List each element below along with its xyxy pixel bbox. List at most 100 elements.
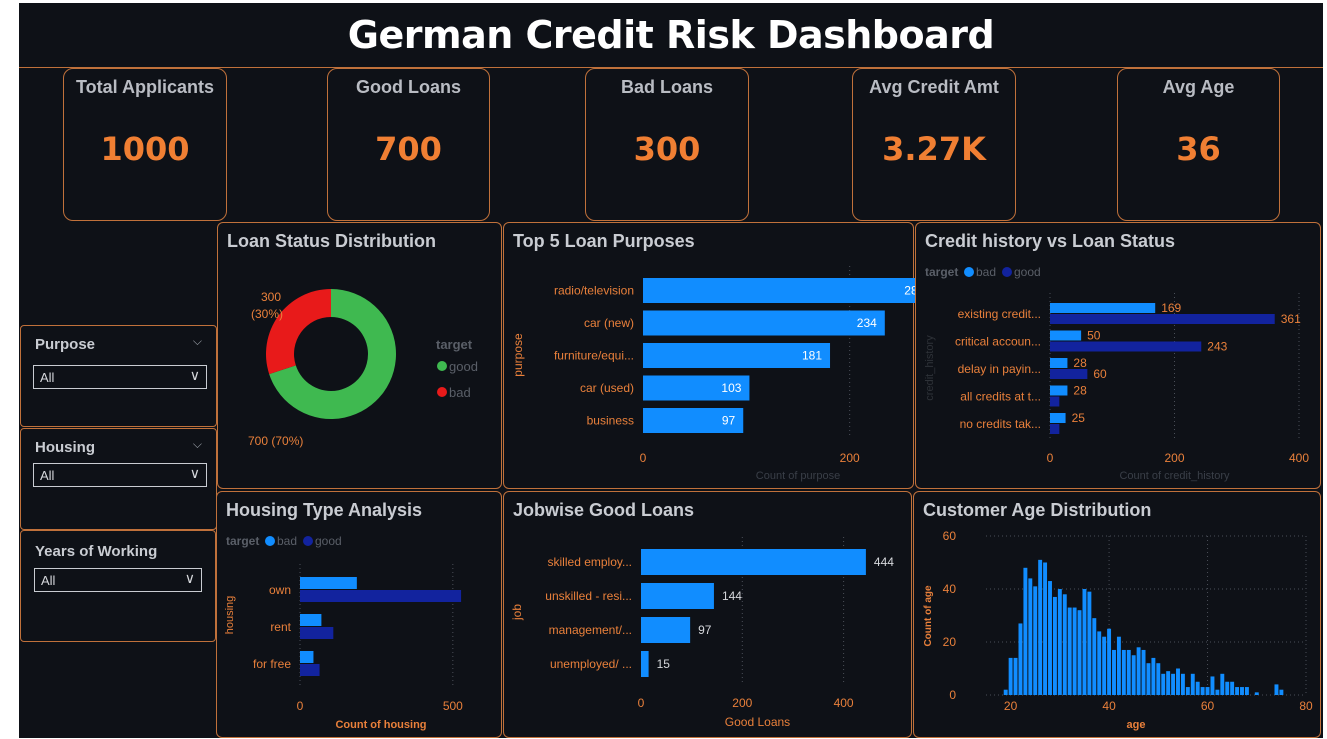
- chevron-down-icon[interactable]: ⌵: [192, 437, 202, 451]
- bar: [1067, 607, 1072, 695]
- bar: [1112, 649, 1116, 695]
- bar: [1102, 636, 1107, 695]
- panel-title: Housing Type Analysis: [226, 500, 423, 520]
- bar: [1146, 663, 1151, 695]
- legend-label: good: [1014, 265, 1041, 279]
- bar: [1141, 649, 1146, 695]
- panel-title: Credit history vs Loan Status: [925, 231, 1176, 251]
- bar: [1023, 567, 1028, 695]
- data-label: 300: [261, 290, 281, 304]
- bar-good: [1050, 369, 1088, 379]
- category-label: skilled employ...: [548, 555, 632, 569]
- tick-label: 200: [840, 451, 860, 465]
- bar: [643, 408, 744, 433]
- axis-title-x: Count of credit_history: [1119, 470, 1230, 482]
- slicer-title: Years of Working: [35, 543, 158, 560]
- legend-label: bad: [976, 265, 996, 279]
- tick-label: 20: [1004, 699, 1018, 713]
- kpi-value: 700: [375, 130, 442, 168]
- panel-top-purposes: Top 5 Loan Purposes 0 200 radio/television…: [503, 222, 915, 489]
- category-label: all credits at t...: [960, 390, 1041, 404]
- bar-bad: [1050, 358, 1068, 368]
- panel-title: Customer Age Distribution: [923, 500, 1152, 520]
- tick-label: 20: [943, 635, 957, 649]
- chevron-down-icon: ∨: [189, 367, 200, 383]
- slicer-years-of-working: Years of Working All ∨: [20, 530, 216, 642]
- data-label: 97: [698, 623, 712, 637]
- legend-title: target: [925, 265, 958, 279]
- bar-bad: [1050, 385, 1068, 396]
- bar: [1205, 687, 1210, 695]
- bar: [1230, 681, 1235, 695]
- kpi-value: 300: [633, 130, 701, 168]
- bar: [1180, 673, 1185, 695]
- tick-label: 200: [1164, 451, 1184, 465]
- bar-good: [1050, 314, 1275, 324]
- data-label: 28: [1073, 384, 1087, 398]
- bar: [1003, 689, 1008, 695]
- category-label: radio/television: [554, 284, 634, 298]
- tick-label: 200: [732, 696, 752, 710]
- bar: [643, 278, 915, 303]
- donut-slice-bad: [266, 289, 331, 375]
- tick-label: 0: [1047, 451, 1054, 465]
- legend-marker: [437, 361, 447, 371]
- panel-loan-status: Loan Status Distribution 700 (70%) 300 (30…: [217, 222, 502, 489]
- bar: [1190, 673, 1195, 695]
- bar-good: [1050, 341, 1202, 352]
- data-label: 15: [657, 657, 671, 671]
- bar: [1048, 581, 1052, 695]
- chevron-down-icon[interactable]: ⌵: [192, 334, 202, 348]
- page-title: German Credit Risk Dashboard: [347, 13, 995, 57]
- donut-slice-good: [269, 289, 396, 419]
- slicer-purpose: Purpose ⌵ All ∨: [20, 325, 217, 427]
- kpi-value: 36: [1176, 130, 1221, 168]
- slicer-housing: Housing ⌵ All ∨: [20, 428, 217, 530]
- bar: [1156, 663, 1161, 695]
- data-label: 97: [722, 414, 736, 428]
- kpi-label: Avg Credit Amt: [869, 77, 999, 97]
- bar: [1107, 628, 1112, 695]
- tick-label: 0: [297, 699, 304, 713]
- bar: [1033, 586, 1038, 695]
- tick-label: 60: [943, 529, 957, 543]
- category-label: unemployed/ ...: [550, 657, 632, 671]
- data-label: 280: [904, 284, 915, 298]
- category-label: for free: [253, 657, 291, 671]
- header: German Credit Risk Dashboard: [19, 3, 1323, 68]
- data-label: 234: [857, 316, 877, 330]
- kpi-label: Good Loans: [356, 77, 461, 97]
- tick-label: 80: [1299, 699, 1313, 713]
- category-label: delay in payin...: [958, 362, 1041, 376]
- category-label: rent: [270, 620, 291, 634]
- bar: [1018, 623, 1023, 695]
- panel-jobwise: Jobwise Good Loans 0 200 400 skilled employ…: [503, 491, 912, 738]
- data-label: 28: [1073, 356, 1087, 370]
- dashboard-background: [19, 3, 1323, 738]
- purpose-dropdown[interactable]: All ∨: [33, 365, 207, 389]
- bar: [1279, 689, 1284, 695]
- credit-history-bar-chart: target bad good 0 200 400 existing credit... 16…: [924, 265, 1309, 482]
- bar-bad: [300, 651, 314, 663]
- bar: [1200, 687, 1205, 695]
- kpi-label: Bad Loans: [620, 77, 713, 97]
- panel-age: Customer Age Distribution 0 20 40 60 20 40 60 8…: [913, 491, 1321, 738]
- kpi-card-bad-loans: Bad Loans 300: [585, 68, 749, 221]
- data-label: 361: [1281, 312, 1301, 326]
- axis-title-x: Count of housing: [335, 719, 426, 731]
- bar: [1225, 681, 1230, 695]
- category-label: unskilled - resi...: [545, 589, 632, 603]
- panel-title: Loan Status Distribution: [227, 231, 436, 251]
- bar-good: [1050, 424, 1060, 434]
- tick-label: 0: [640, 451, 647, 465]
- legend-title: target: [436, 337, 473, 352]
- legend-label: good: [449, 359, 478, 374]
- bar: [1254, 692, 1259, 695]
- axis-title-y: job: [510, 604, 524, 621]
- years-of-working-dropdown[interactable]: All ∨: [34, 568, 202, 592]
- housing-dropdown[interactable]: All ∨: [33, 463, 207, 487]
- bar: [1210, 676, 1215, 695]
- data-label: 60: [1093, 367, 1107, 381]
- data-label: (30%): [251, 307, 283, 321]
- kpi-card-good-loans: Good Loans 700: [327, 68, 490, 221]
